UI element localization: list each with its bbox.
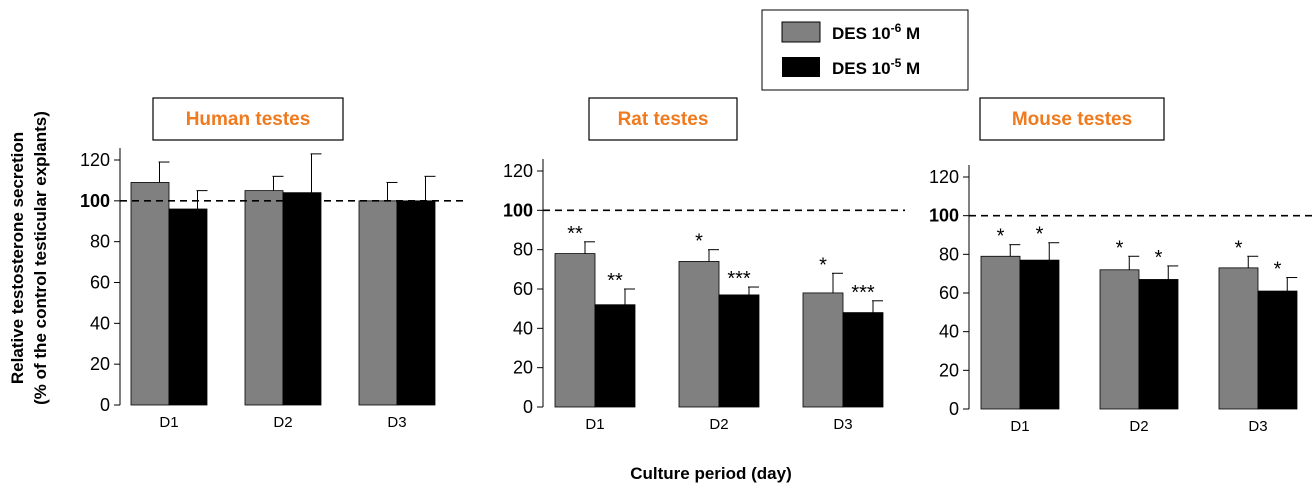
y-tick-label: 120: [80, 150, 110, 170]
panel-title-frame: [588, 97, 738, 141]
y-tick-label: 0: [949, 399, 959, 419]
panel-title: Rat testes: [618, 109, 709, 130]
y-tick-label: 100: [503, 200, 533, 220]
y-tick-label: 0: [523, 397, 533, 417]
significance-marker: *: [1116, 237, 1124, 259]
bar-d2-series-2: [718, 294, 760, 408]
x-category-label: D2: [709, 416, 728, 433]
x-category-label: D1: [159, 414, 178, 431]
bar-d3-series-2: [842, 312, 884, 408]
x-category-label: D1: [585, 416, 604, 433]
bar-d1-series-2: [1019, 259, 1060, 410]
bar-d1-series-2: [168, 208, 208, 406]
bar-d3-series-2: [1257, 290, 1298, 410]
bar-d1-series-1: [130, 182, 170, 406]
significance-marker: *: [819, 254, 827, 276]
legend-label-des-1e-5: DES 10-5 M: [832, 56, 920, 78]
x-category-label: D3: [833, 416, 852, 433]
y-tick-label: 100: [929, 206, 959, 226]
y-tick-label: 100: [80, 191, 110, 211]
bar-d2-series-1: [244, 190, 284, 406]
bar-d2-series-1: [1099, 269, 1140, 410]
significance-marker: *: [997, 226, 1005, 248]
y-tick-label: 0: [100, 395, 110, 415]
bar-d2-series-1: [678, 261, 720, 408]
y-tick-label: 120: [929, 167, 959, 187]
significance-marker: *: [1155, 247, 1163, 269]
significance-marker: *: [695, 231, 703, 253]
y-tick-label: 40: [90, 313, 110, 333]
y-tick-label: 40: [513, 318, 533, 338]
x-category-label: D2: [1129, 418, 1148, 435]
significance-marker: *: [1274, 259, 1282, 281]
bar-d3-series-1: [1218, 267, 1259, 410]
legend-swatch-des-1e-5: [782, 57, 820, 77]
y-tick-label: 20: [513, 358, 533, 378]
y-axis-title-line-2: (% of the control testicular explants): [31, 111, 50, 405]
significance-marker: *: [1235, 237, 1243, 259]
y-tick-label: 120: [503, 161, 533, 181]
bar-d1-series-1: [980, 255, 1021, 410]
bar-d3-series-1: [358, 200, 398, 406]
y-axis-title-line-1: Relative testosterone secretion: [8, 132, 27, 384]
chart-panels: Human testes 0 20 40 60 80 100 120 D1 D2 D3 Rat tes…: [80, 97, 1316, 435]
y-axis-title: Relative testosterone secretion (% of th…: [8, 111, 50, 405]
y-tick-label: 60: [939, 283, 959, 303]
bar-d2-series-2: [1138, 279, 1179, 410]
y-tick-label: 60: [90, 273, 110, 293]
y-tick-label: 20: [939, 360, 959, 380]
x-category-label: D3: [387, 414, 406, 431]
significance-marker: *: [1036, 224, 1044, 246]
legend: DES 10-6 M DES 10-5 M: [761, 9, 969, 91]
bar-d3-series-1: [802, 292, 844, 408]
y-tick-label: 80: [513, 240, 533, 260]
panel-title: Mouse testes: [1012, 109, 1132, 130]
y-tick-label: 80: [90, 232, 110, 252]
x-axis-title: Culture period (day): [630, 464, 792, 483]
bar-d2-series-2: [282, 192, 322, 406]
x-category-label: D2: [273, 414, 292, 431]
panel-3: Mouse testes 0 20 40 60 80 100 120 * * D1 * * D2 * * D3: [929, 97, 1316, 435]
panel-title-frame: [979, 97, 1165, 141]
y-tick-label: 20: [90, 354, 110, 374]
significance-marker: ***: [727, 268, 751, 290]
panel-1: Human testes 0 20 40 60 80 100 120 D1 D2 D3: [80, 97, 468, 431]
x-category-label: D1: [1010, 418, 1029, 435]
bar-d1-series-1: [554, 253, 596, 408]
significance-marker: ***: [851, 282, 875, 304]
panel-title: Human testes: [186, 109, 311, 130]
y-tick-label: 80: [939, 244, 959, 264]
x-category-label: D3: [1248, 418, 1267, 435]
significance-marker: **: [567, 223, 583, 245]
panel-title-frame: [152, 97, 344, 141]
legend-label-des-1e-6: DES 10-6 M: [832, 21, 920, 43]
legend-swatch-des-1e-6: [781, 21, 821, 43]
bar-d3-series-2: [396, 200, 436, 406]
y-tick-label: 60: [513, 279, 533, 299]
bar-d1-series-2: [594, 304, 636, 408]
y-tick-label: 40: [939, 322, 959, 342]
panel-2: Rat testes020406080100120****D1****D2***…: [503, 97, 905, 433]
significance-marker: **: [607, 270, 623, 292]
